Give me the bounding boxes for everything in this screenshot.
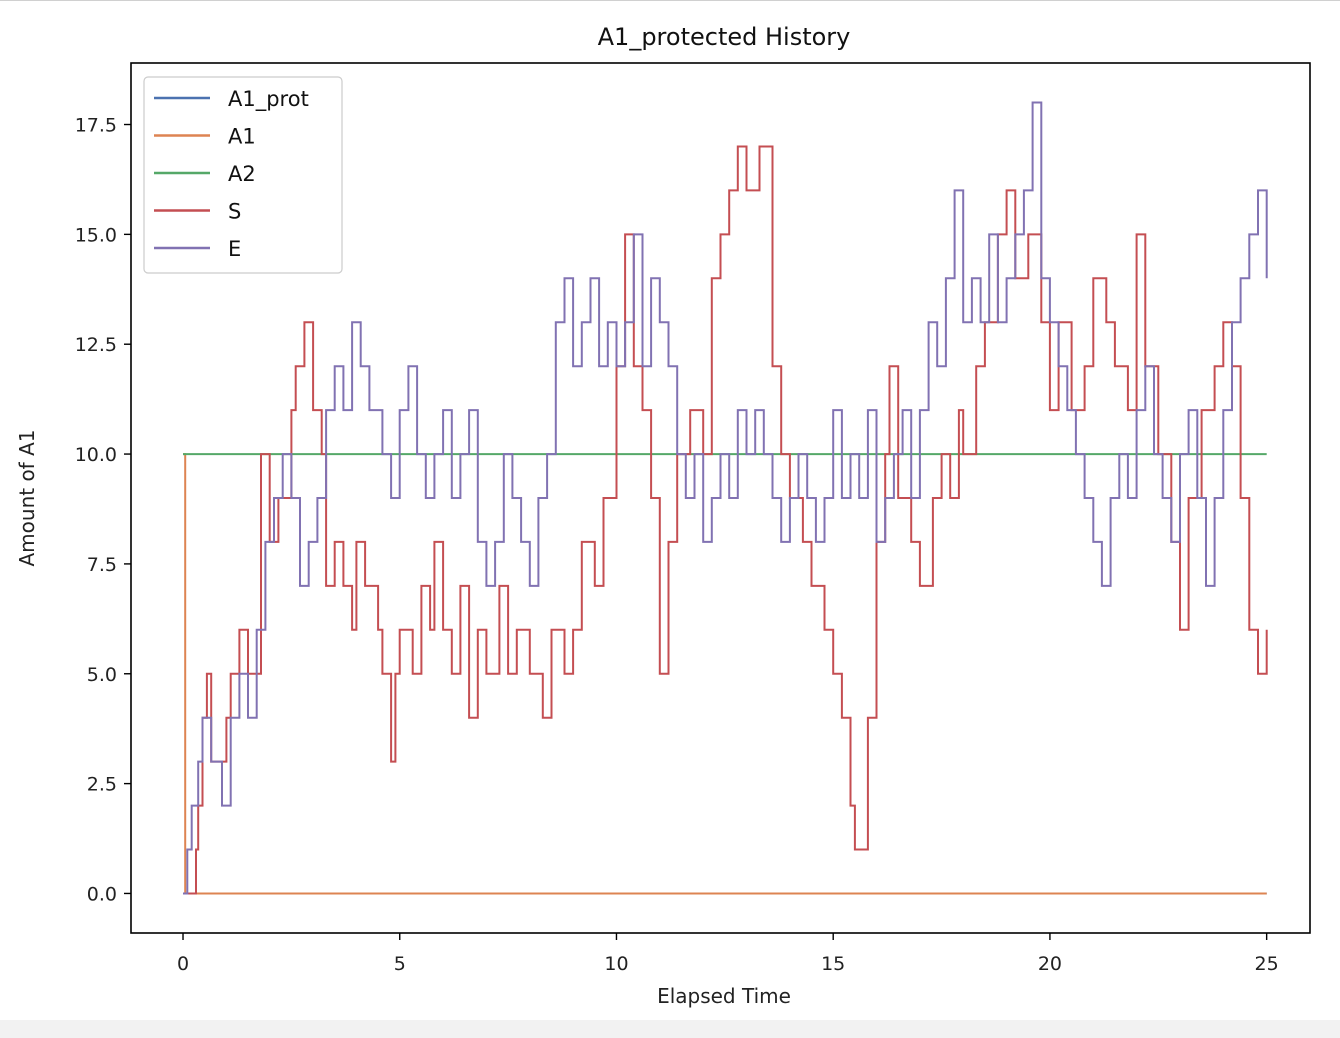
y-tick-label: 7.5 — [87, 554, 117, 576]
series-line-a1 — [183, 453, 1267, 895]
x-tick-label: 5 — [394, 953, 406, 975]
page-footer-strip — [0, 1020, 1340, 1038]
legend-label: E — [228, 237, 241, 261]
x-tick-label: 15 — [821, 953, 845, 975]
x-tick-label: 25 — [1255, 953, 1279, 975]
y-tick-label: 2.5 — [87, 774, 117, 796]
plot-area-frame — [130, 62, 1311, 934]
legend-label: S — [228, 200, 241, 224]
x-tick-label: 20 — [1038, 953, 1062, 975]
y-axis: 0.0 2.5 5.0 7.5 10.0 12.5 15.0 17.5 — [75, 115, 131, 905]
legend-label: A1 — [228, 125, 256, 149]
legend: A1_prot A1 A2 SE — [143, 76, 343, 274]
series-line-s — [183, 145, 1268, 895]
y-tick-label: 17.5 — [75, 115, 117, 137]
y-axis-title: Amount of A1 — [15, 430, 39, 567]
series-layer — [183, 101, 1268, 895]
x-axis: 0 5 10 15 20 25 — [177, 933, 1279, 975]
legend-box — [143, 76, 343, 274]
y-tick-label: 0.0 — [87, 883, 117, 905]
y-tick-label: 5.0 — [87, 664, 117, 686]
y-tick-label: 15.0 — [75, 224, 117, 246]
y-tick-label: 10.0 — [75, 444, 117, 466]
x-axis-title: Elapsed Time — [657, 984, 791, 1008]
chart-title: A1_protected History — [598, 23, 851, 51]
x-tick-label: 0 — [177, 953, 189, 975]
series-line-e — [183, 101, 1268, 895]
y-tick-label: 12.5 — [75, 334, 117, 356]
legend-label: A1_prot — [228, 87, 309, 112]
x-tick-label: 10 — [604, 953, 628, 975]
legend-label: A2 — [228, 162, 256, 186]
